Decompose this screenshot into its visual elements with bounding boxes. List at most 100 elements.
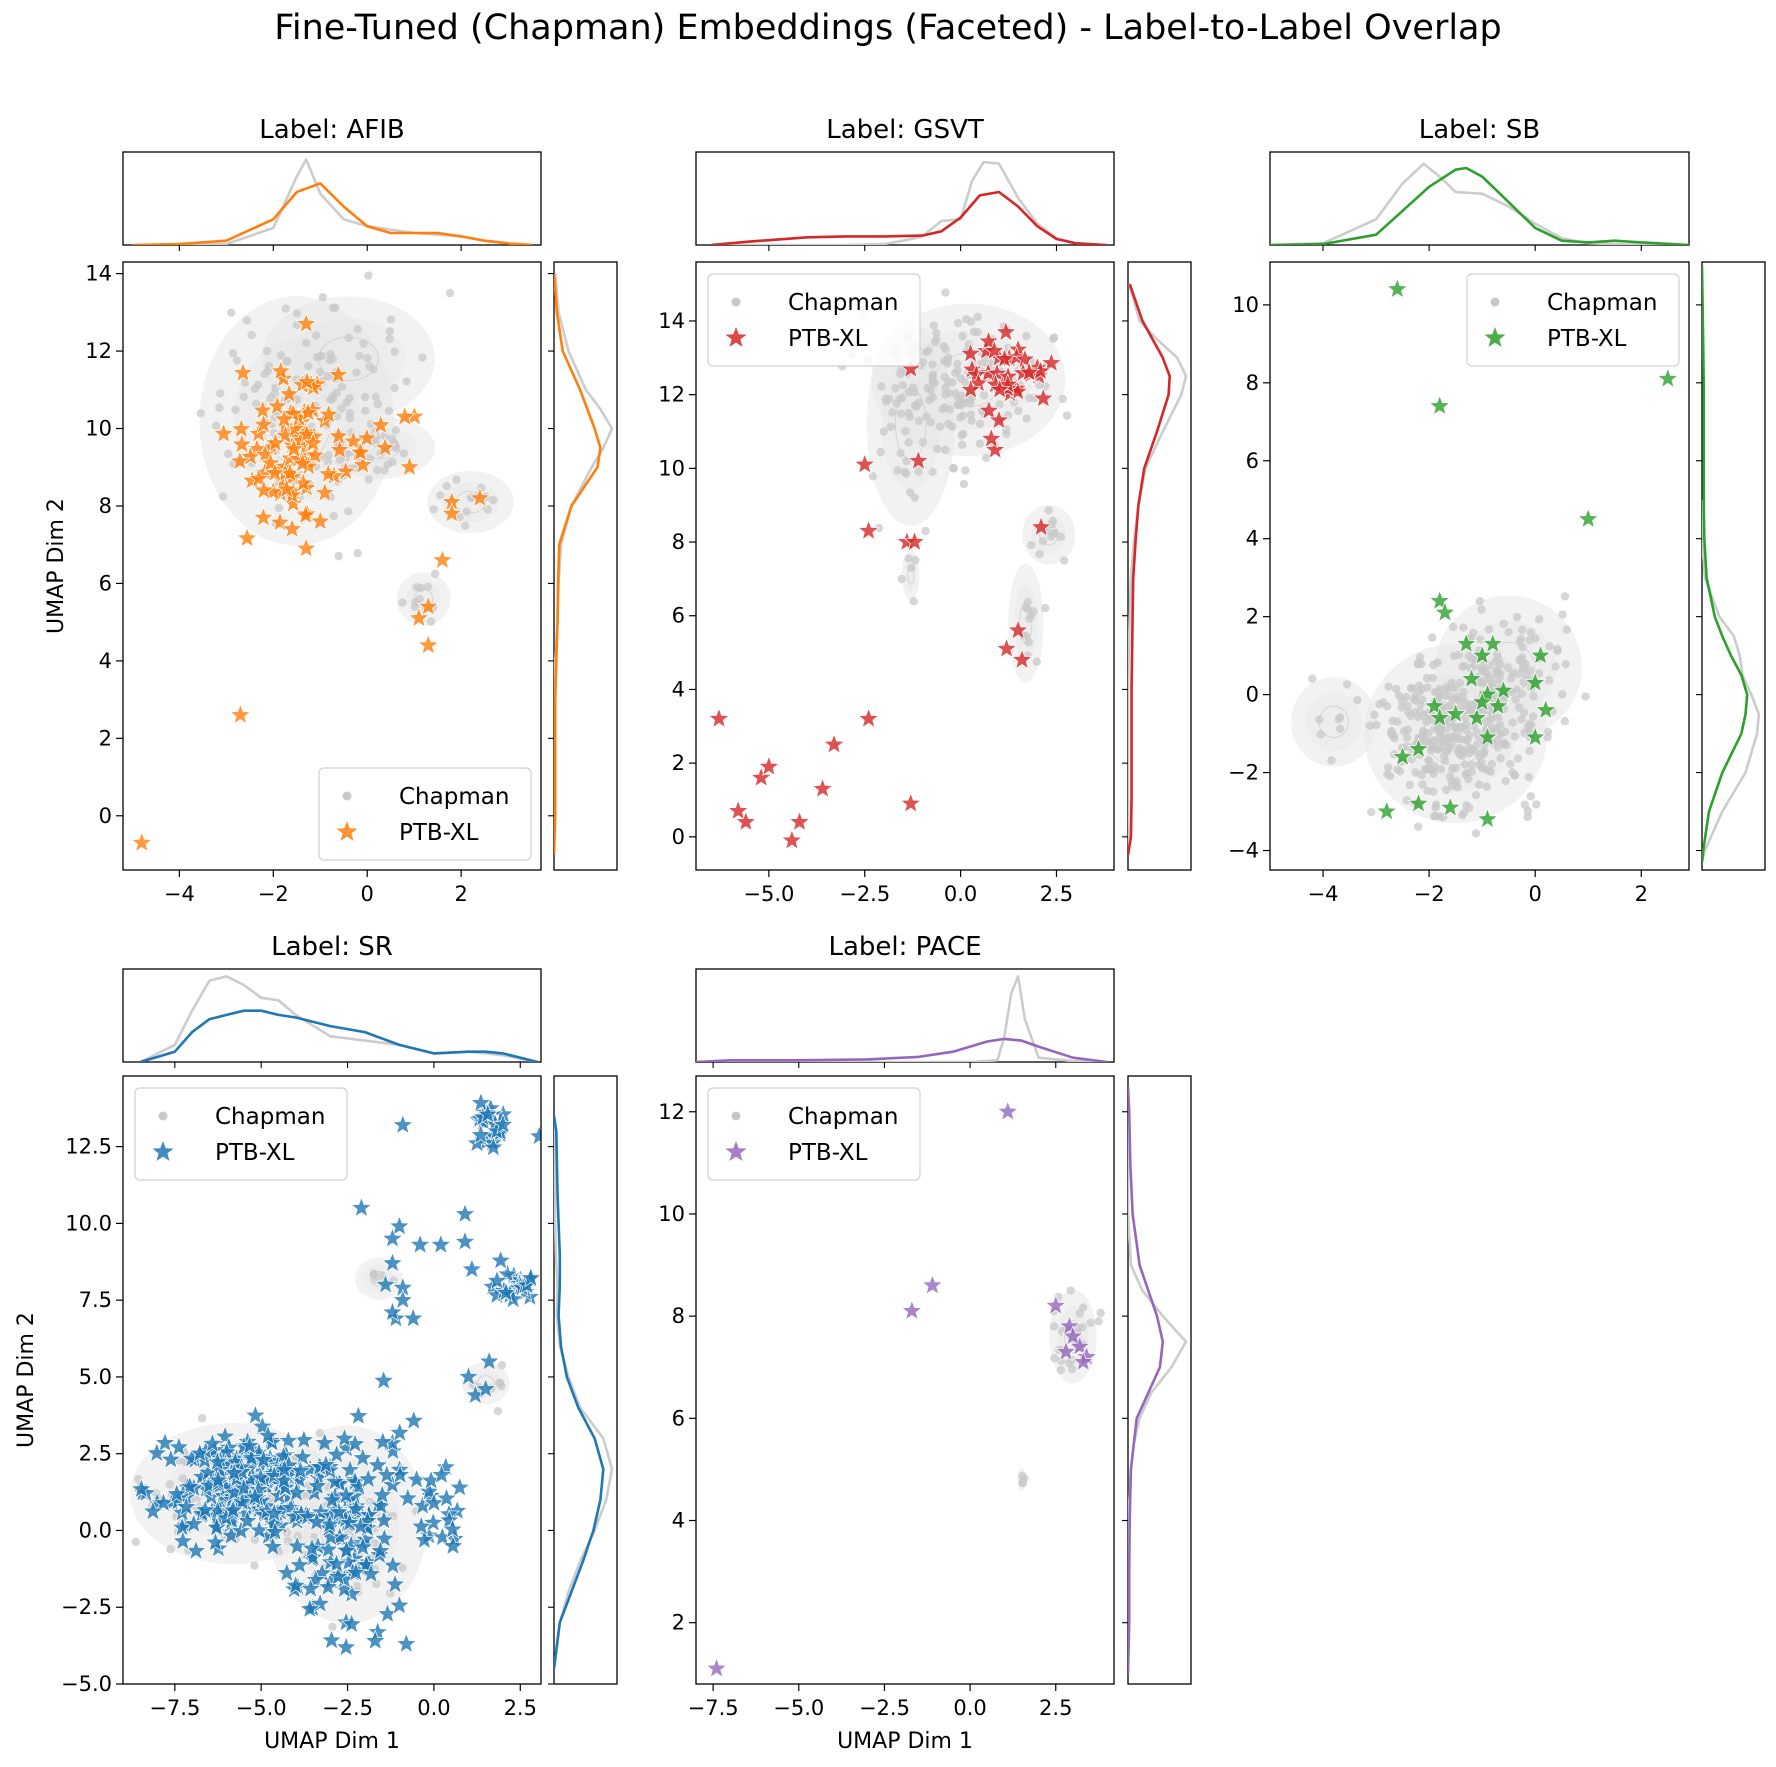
chapman-point	[941, 445, 950, 455]
ptbxl-star	[1476, 725, 1499, 747]
y-tick-label: 12	[658, 383, 685, 407]
ptbxl-star	[295, 537, 318, 558]
ptbxl-star	[259, 451, 282, 473]
chapman-point	[483, 505, 492, 514]
chapman-point	[373, 399, 383, 409]
ptbxl-star	[214, 1425, 237, 1446]
chapman-point	[497, 1360, 507, 1370]
ptbxl-star	[313, 1431, 336, 1453]
chapman-point	[1510, 732, 1520, 741]
chapman-point	[948, 464, 958, 473]
chapman-point	[361, 406, 370, 416]
ptbxl-star	[977, 399, 1000, 421]
panel-title: Label: SB	[1419, 115, 1541, 145]
ptbxl-star	[757, 755, 780, 777]
legend-box	[134, 1087, 348, 1181]
chapman-point	[982, 453, 991, 463]
legend-ptbxl-label: PTB-XL	[399, 820, 479, 846]
ptbxl-star	[240, 1446, 263, 1468]
chapman-point	[1394, 691, 1404, 700]
ptbxl-star	[1428, 706, 1451, 728]
chapman-point	[1442, 724, 1451, 734]
chapman-point	[462, 507, 471, 516]
chapman-point	[1462, 801, 1471, 810]
y-tick-label: 10	[658, 1202, 685, 1226]
chapman-point	[944, 419, 953, 429]
chapman-point	[905, 412, 914, 422]
ptbxl-star	[309, 1500, 332, 1522]
chapman-point	[943, 377, 953, 386]
ptbxl-star	[727, 799, 750, 821]
chapman-point	[956, 401, 966, 410]
chapman-point	[1342, 680, 1352, 689]
main-axes-frame	[122, 1075, 542, 1685]
ptbxl-star	[232, 361, 254, 383]
ptbxl-star	[1044, 1294, 1067, 1316]
chapman-point	[879, 427, 888, 436]
y-tick-label: 5.0	[79, 1365, 112, 1389]
chapman-point	[928, 467, 937, 477]
chapman-point	[1493, 736, 1502, 745]
legend-chapman-marker	[731, 297, 741, 307]
chapman-point	[1534, 669, 1544, 678]
ptbxl-star	[335, 1484, 358, 1505]
chapman-point	[353, 548, 362, 558]
ptbxl-star	[417, 595, 440, 617]
y-tick-label: 4	[672, 1509, 685, 1533]
chapman-point	[332, 388, 341, 397]
ptbxl-star	[231, 1490, 254, 1512]
ptbxl-star	[374, 436, 396, 458]
chapman-point	[1439, 752, 1449, 761]
ptbxl-star	[422, 1511, 445, 1533]
chapman-point	[973, 312, 982, 322]
ptbxl-star	[335, 1539, 358, 1561]
chapman-point	[1040, 603, 1050, 613]
ptbxl-star	[130, 1477, 153, 1499]
chapman-point	[452, 475, 461, 485]
y-tick-label: 2	[672, 751, 685, 775]
chapman-point	[979, 390, 989, 400]
chapman-point	[1027, 540, 1036, 550]
legend-ptbxl-label: PTB-XL	[788, 1140, 868, 1166]
chapman-point	[1445, 772, 1455, 781]
ptbxl-star	[201, 1432, 224, 1454]
x-tick-label: 0.0	[417, 1696, 450, 1720]
ptbxl-star	[921, 1274, 944, 1295]
ptbxl-star	[344, 1561, 367, 1583]
y-tick-label: 4	[672, 677, 685, 701]
ptbxl-star	[338, 1511, 361, 1533]
y-tick-label: −4	[1228, 839, 1259, 863]
ptbxl-star	[228, 449, 251, 471]
x-tick-label: −4	[1308, 882, 1339, 906]
chapman-point	[1434, 745, 1444, 754]
chapman-point	[1049, 1322, 1059, 1331]
chapman-point	[429, 505, 438, 514]
chapman-point	[877, 382, 886, 391]
ptbxl-star	[1061, 1325, 1084, 1346]
ptbxl-star	[402, 1409, 425, 1431]
chapman-point	[874, 523, 884, 533]
ptbxl-star	[857, 707, 880, 729]
ptbxl-star	[292, 1428, 315, 1450]
chapman-point	[1334, 715, 1344, 724]
chapman-point	[958, 331, 967, 341]
ptbxl-star	[349, 441, 372, 463]
ptbxl-star	[269, 359, 292, 381]
chapman-point	[399, 449, 409, 458]
chapman-point	[1086, 1318, 1095, 1328]
chapman-point	[1315, 715, 1324, 724]
chapman-point	[250, 1535, 260, 1544]
x-tick-label: 0	[361, 882, 374, 906]
panel-title: Label: PACE	[828, 932, 981, 962]
y-tick-label: 2.5	[79, 1442, 112, 1466]
ptbxl-star	[327, 363, 350, 385]
chapman-point	[1056, 1365, 1066, 1375]
chapman-point	[1525, 635, 1534, 645]
chapman-point	[886, 422, 896, 432]
ptbxl-star	[282, 492, 305, 514]
ptbxl-star	[266, 394, 289, 416]
chapman-point	[1551, 662, 1560, 671]
ptbxl-star	[325, 1443, 348, 1465]
y-tick-label: 10	[658, 456, 685, 480]
chapman-point	[901, 469, 911, 478]
